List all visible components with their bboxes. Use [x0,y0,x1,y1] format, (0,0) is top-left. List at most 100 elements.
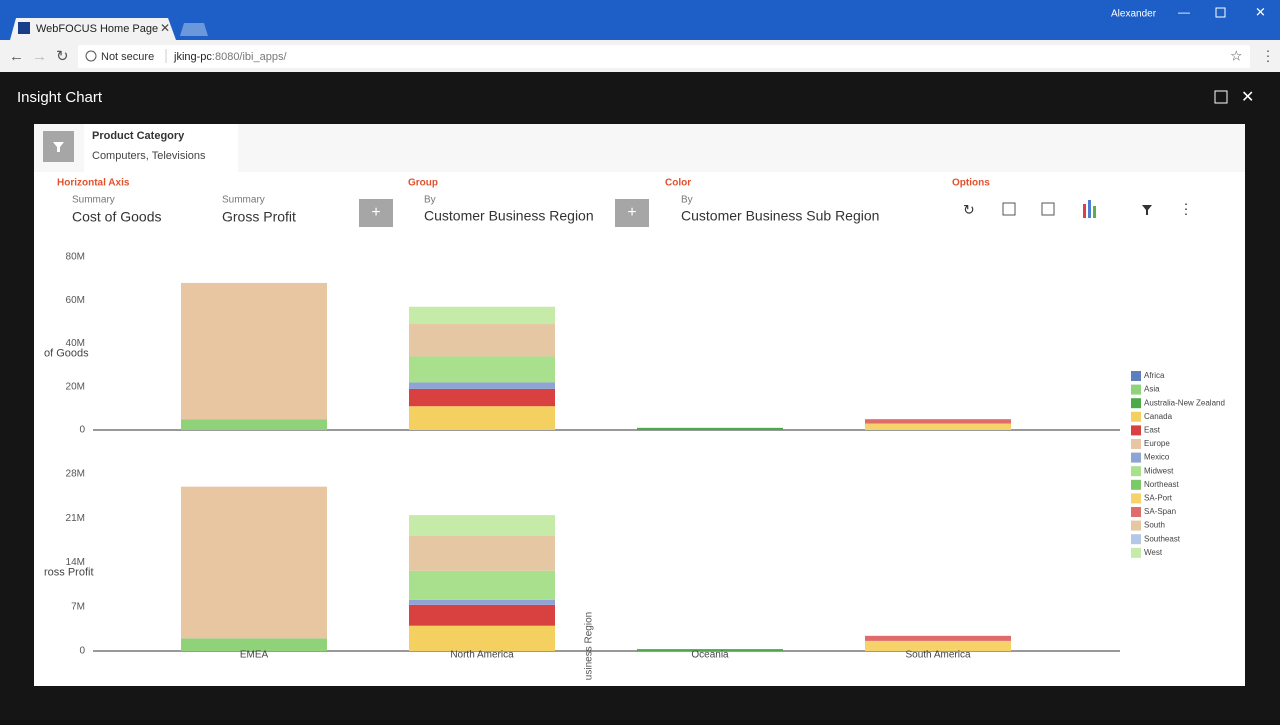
bar-segment [181,486,327,639]
x-tick-label: South America [905,650,970,661]
legend-swatch [1131,534,1141,545]
chart-type-icon[interactable] [1083,204,1086,218]
legend-swatch [1131,411,1141,422]
legend-label: Southeast [1144,534,1181,543]
filter-option[interactable] [1142,205,1152,215]
dialog-title: Insight Chart [17,89,103,106]
minimize[interactable]: — [1178,5,1190,19]
y-tick-label: 28M [66,469,85,480]
user-name: Alexander [1111,9,1157,20]
security-label: Not secure [101,51,154,63]
save-icon[interactable] [1041,202,1055,216]
legend-swatch [1131,479,1141,490]
field-caption: By [681,195,693,206]
field-caption: Summary [222,195,265,206]
legend-label: Mexico [1144,453,1170,462]
filter-chip[interactable] [84,124,238,172]
url-path: :8080/ibi_apps/ [212,51,288,63]
swap-icon[interactable] [1002,202,1016,216]
maximize[interactable] [1215,7,1226,18]
legend-swatch [1131,384,1141,395]
y-tick-label: 0 [79,646,85,657]
legend-swatch [1131,398,1141,409]
new-tab[interactable] [180,23,208,36]
bar-segment [409,599,555,605]
legend-label: Midwest [1144,466,1174,475]
y-axis-title: of Goods [44,347,89,359]
field-name[interactable]: Customer Business Region [424,208,594,224]
address-bar[interactable] [78,45,1250,68]
y-tick-label: 20M [66,381,85,392]
url-host: jking-pc [173,51,212,63]
legend-label: Northeast [1144,480,1179,489]
legend-swatch [1131,507,1141,517]
section-label: Horizontal Axis [57,178,130,189]
dialog-close[interactable]: ✕ [1241,89,1254,106]
menu[interactable]: ⋮ [1261,48,1275,64]
legend-label: Asia [1144,385,1160,394]
back[interactable]: ← [9,48,24,65]
add-icon: + [627,204,636,221]
bookmark[interactable]: ☆ [1230,48,1243,64]
bar-segment [637,427,783,430]
legend-label: SA-Port [1144,494,1173,503]
bar-segment [409,306,555,325]
bar-segment [409,604,555,626]
y-axis-title: ross Profit [44,566,94,578]
reload[interactable]: ↻ [56,48,69,65]
filter-value: Computers, Televisions [92,150,206,162]
y-tick-label: 40M [66,338,85,349]
bar-segment [181,419,327,430]
legend-swatch [1131,520,1141,531]
y-tick-label: 14M [66,557,85,568]
legend-swatch [1131,547,1141,558]
section-label: Color [665,178,691,189]
bar-segment [409,515,555,536]
x-tick-label: Oceania [691,650,729,661]
bar-segment [181,638,327,651]
field-caption: By [424,195,436,206]
tab-icon [18,22,30,34]
popout[interactable] [1214,90,1228,104]
y-tick-label: 60M [66,295,85,306]
bar-segment [409,406,555,430]
reset-icon[interactable]: ↻ [963,202,975,218]
legend-label: East [1144,426,1161,435]
bar-segment [865,423,1011,430]
legend-label: Australia-New Zealand [1144,398,1225,407]
tab[interactable] [10,18,176,40]
legend-swatch [1131,439,1141,449]
y-tick-label: 80M [66,252,85,263]
legend-swatch [1131,371,1141,381]
title-bar [0,0,1280,40]
tab-close[interactable]: ✕ [160,21,170,35]
tab-title: WebFOCUS Home Page [36,23,158,35]
add-button[interactable] [615,199,649,227]
field-name[interactable]: Customer Business Sub Region [681,208,879,224]
bar-segment [409,535,555,571]
charts: 0 20M 40M 60M 80M of Goods 0 7M 14M 21M 28M ross Pr… [44,252,1225,681]
bar-segment [865,640,1011,651]
field-name[interactable]: Cost of Goods [72,209,162,225]
info-icon [85,50,97,62]
legend-swatch [1131,493,1141,504]
bar-segment [409,382,555,389]
y-tick-label: 0 [79,425,85,436]
legend-label: West [1144,548,1163,557]
legend-label: Europe [1144,439,1170,448]
add-button[interactable] [359,199,393,227]
more-options[interactable]: ⋮ [1179,201,1193,217]
filter-icon [53,142,64,152]
legend-label: SA-Span [1144,507,1176,516]
y-tick-label: 7M [71,601,85,612]
x-tick-label: North America [450,650,514,661]
field-name[interactable]: Gross Profit [222,209,296,225]
forward[interactable]: → [32,48,47,65]
x-tick-label: EMEA [240,650,269,661]
close-window[interactable]: ✕ [1255,4,1266,19]
bar-segment [865,419,1011,424]
field-caption: Summary [72,195,115,206]
bar-segment [181,282,327,420]
